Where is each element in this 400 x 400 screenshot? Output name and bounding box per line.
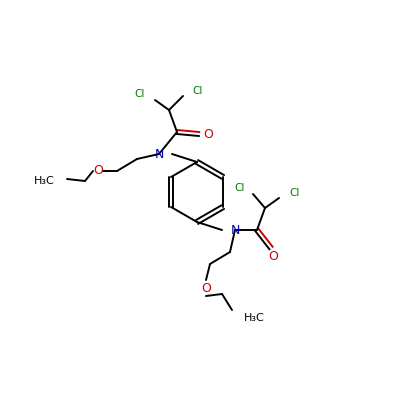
Text: Cl: Cl — [289, 188, 299, 198]
Text: O: O — [203, 128, 213, 140]
Text: N: N — [230, 224, 240, 236]
Text: O: O — [268, 250, 278, 264]
Text: H₃C: H₃C — [244, 313, 265, 323]
Text: N: N — [154, 148, 164, 160]
Text: O: O — [201, 282, 211, 294]
Text: Cl: Cl — [135, 89, 145, 99]
Text: H₃C: H₃C — [34, 176, 55, 186]
Text: Cl: Cl — [235, 183, 245, 193]
Text: O: O — [93, 164, 103, 178]
Text: Cl: Cl — [192, 86, 202, 96]
